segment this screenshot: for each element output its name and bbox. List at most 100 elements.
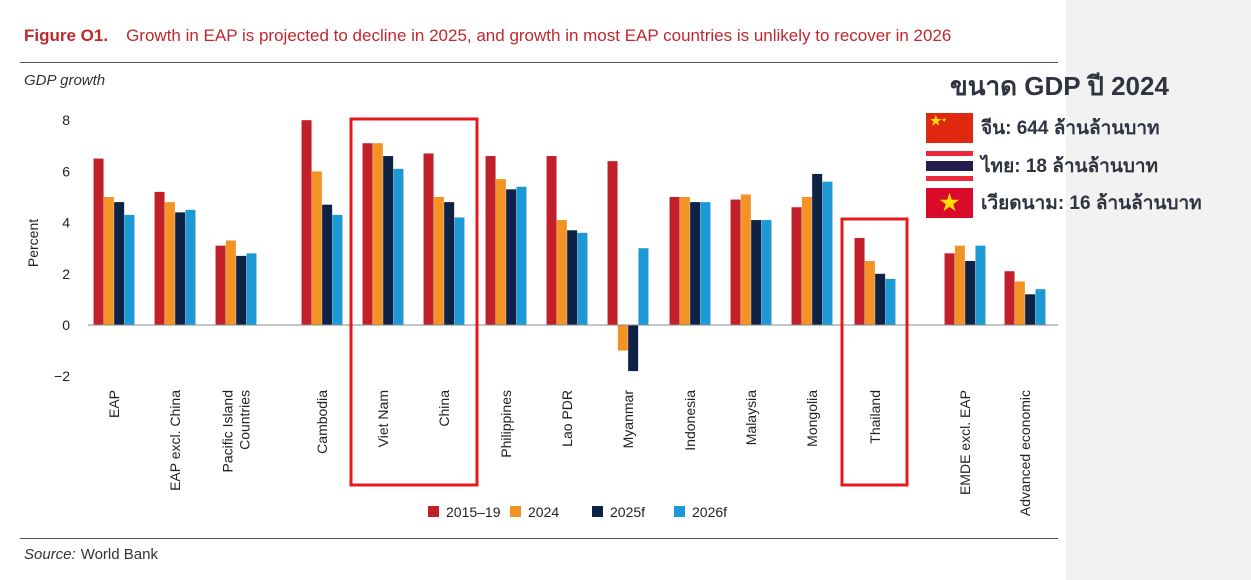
bar-2015–19 [1004, 271, 1015, 325]
y-tick-label: 8 [62, 112, 70, 128]
bar-2025f [236, 255, 247, 325]
gdp-row-vietnam: ★ เวียดนาม: 16 ล้านล้านบาท [926, 188, 1202, 218]
bar-2024 [1014, 281, 1025, 325]
bar-2025f [628, 325, 639, 372]
bar-2026f [638, 248, 649, 325]
legend-swatch [428, 506, 439, 517]
bar-2025f [383, 156, 394, 325]
bar-2015–19 [215, 245, 226, 325]
bar-2025f [175, 212, 186, 325]
gdp-thailand-text: ไทย: 18 ล้านล้านบาท [981, 156, 1159, 177]
bar-2024 [311, 171, 322, 325]
source-value: World Bank [80, 546, 158, 563]
bar-2024 [740, 194, 751, 325]
gdp-row-thailand: ไทย: 18 ล้านล้านบาท [926, 151, 1158, 181]
bar-2015–19 [944, 253, 955, 325]
bar-2015–19 [93, 158, 104, 325]
legend-label: 2024 [528, 504, 559, 520]
legend-label: 2026f [692, 504, 727, 520]
bar-2015–19 [791, 207, 802, 325]
y-tick-label: 4 [62, 215, 70, 231]
x-tick-label: China [436, 390, 452, 427]
x-tick-label: Countries [237, 390, 253, 450]
chart-title: GDP growth [24, 72, 106, 89]
bar-2015–19 [669, 197, 680, 325]
source-note: Source: World Bank [24, 546, 158, 563]
bar-2024 [954, 245, 965, 325]
bar-2026f [454, 217, 465, 325]
bar-2024 [103, 197, 114, 325]
bar-2024 [225, 240, 236, 325]
bar-2025f [506, 189, 517, 325]
bar-2026f [1035, 289, 1046, 325]
gdp-vietnam-text: เวียดนาม: 16 ล้านล้านบาท [981, 193, 1202, 214]
thailand-flag-icon [926, 151, 973, 181]
bar-2024 [372, 143, 383, 325]
y-tick-label: 6 [62, 163, 70, 179]
bar-2026f [761, 220, 772, 325]
legend-swatch [510, 506, 521, 517]
bar-2024 [801, 197, 812, 325]
bar-2026f [700, 202, 711, 325]
gdp-china-text: จีน: 644 ล้านล้านบาท [981, 118, 1160, 139]
china-flag-icon: ★✦ [926, 113, 973, 143]
y-tick-label: −2 [54, 368, 70, 384]
x-tick-label: Indonesia [682, 390, 698, 451]
x-tick-label: Mongolia [804, 390, 820, 447]
bar-2015–19 [607, 161, 618, 325]
x-tick-label: Viet Nam [375, 390, 391, 447]
bar-2015–19 [730, 199, 741, 325]
y-tick-label: 2 [62, 266, 70, 282]
bar-2024 [164, 202, 175, 325]
bar-2024 [556, 220, 567, 325]
x-tick-label: EAP excl. China [167, 390, 183, 491]
bar-2026f [516, 186, 527, 325]
bar-2025f [322, 204, 333, 325]
source-label: Source: [24, 546, 76, 563]
x-tick-label: Philippines [498, 390, 514, 458]
bar-2025f [114, 202, 125, 325]
bar-2015–19 [154, 191, 165, 325]
x-tick-label: Lao PDR [559, 390, 575, 447]
x-tick-label: Advanced economic [1017, 390, 1033, 516]
x-tick-label: Malaysia [743, 390, 759, 445]
x-tick-label: Thailand [867, 390, 883, 444]
bar-2024 [495, 179, 506, 325]
y-tick-label: 0 [62, 317, 70, 333]
bar-2015–19 [485, 156, 496, 325]
bar-2026f [393, 168, 404, 325]
bar-2026f [246, 253, 257, 325]
bar-2026f [332, 214, 343, 325]
bar-2015–19 [546, 156, 557, 325]
bar-2025f [965, 261, 976, 325]
x-tick-label: EAP [106, 390, 122, 418]
x-tick-label: EMDE excl. EAP [957, 390, 973, 495]
y-axis-label: Percent [25, 219, 41, 267]
bar-2025f [690, 202, 701, 325]
highlight-box-vietnam-china [349, 117, 479, 487]
highlight-box-thailand [840, 217, 909, 487]
bar-2026f [975, 245, 986, 325]
bar-2015–19 [301, 120, 312, 325]
gdp-panel-title: ขนาด GDP ปี 2024 [950, 71, 1169, 101]
vietnam-flag-icon: ★ [926, 188, 973, 218]
figure-label: Figure O1. [24, 26, 109, 45]
figure-title-text: Growth in EAP is projected to decline in… [126, 26, 952, 45]
legend-label: 2015–19 [446, 504, 501, 520]
bar-2026f [885, 278, 896, 325]
bar-2024 [864, 261, 875, 325]
bar-2025f [751, 220, 762, 325]
bar-2024 [617, 325, 628, 351]
gdp-row-china: ★✦ จีน: 644 ล้านล้านบาท [926, 113, 1160, 143]
bar-2024 [679, 197, 690, 325]
bottom-rule [20, 538, 1058, 539]
bar-2025f [875, 273, 886, 325]
bar-2025f [812, 173, 823, 325]
bar-2026f [822, 181, 833, 325]
x-tick-label: Pacific Island [220, 390, 236, 472]
bar-2025f [444, 202, 455, 325]
legend-swatch [674, 506, 685, 517]
bar-2015–19 [854, 237, 865, 325]
top-rule [20, 62, 1058, 63]
